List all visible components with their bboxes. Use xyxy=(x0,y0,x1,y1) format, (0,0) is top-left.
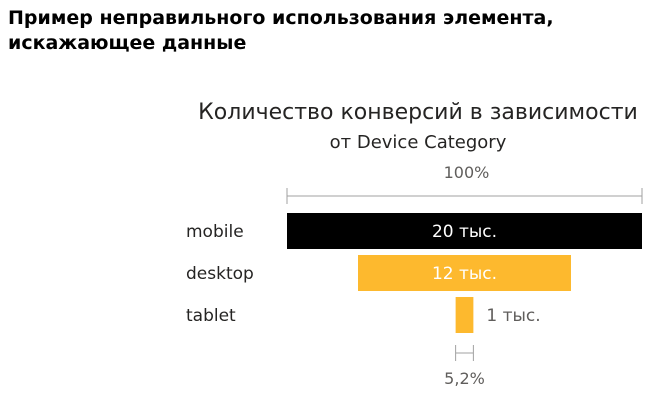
article-heading: Пример неправильного использования элеме… xyxy=(8,6,658,56)
category-label-desktop: desktop xyxy=(186,264,254,284)
chart-title: Количество конверсий в зависимости xyxy=(198,100,638,125)
heading-line-1: Пример неправильного использования элеме… xyxy=(8,7,554,29)
bar-mobile xyxy=(287,213,642,249)
category-label-mobile: mobile xyxy=(186,222,244,242)
heading-line-2: искажающее данные xyxy=(8,32,247,54)
top-percent-label: 100% xyxy=(444,163,490,182)
data-label-mobile: 20 тыс. xyxy=(432,222,497,242)
chart-subtitle: от Device Category xyxy=(330,132,507,153)
bar-tablet xyxy=(455,297,474,333)
data-label-desktop: 12 тыс. xyxy=(432,264,497,284)
bar-desktop xyxy=(358,255,571,291)
data-label-tablet: 1 тыс. xyxy=(486,306,540,326)
bottom-percent-label: 5,2% xyxy=(444,369,485,388)
category-label-tablet: tablet xyxy=(186,306,236,326)
